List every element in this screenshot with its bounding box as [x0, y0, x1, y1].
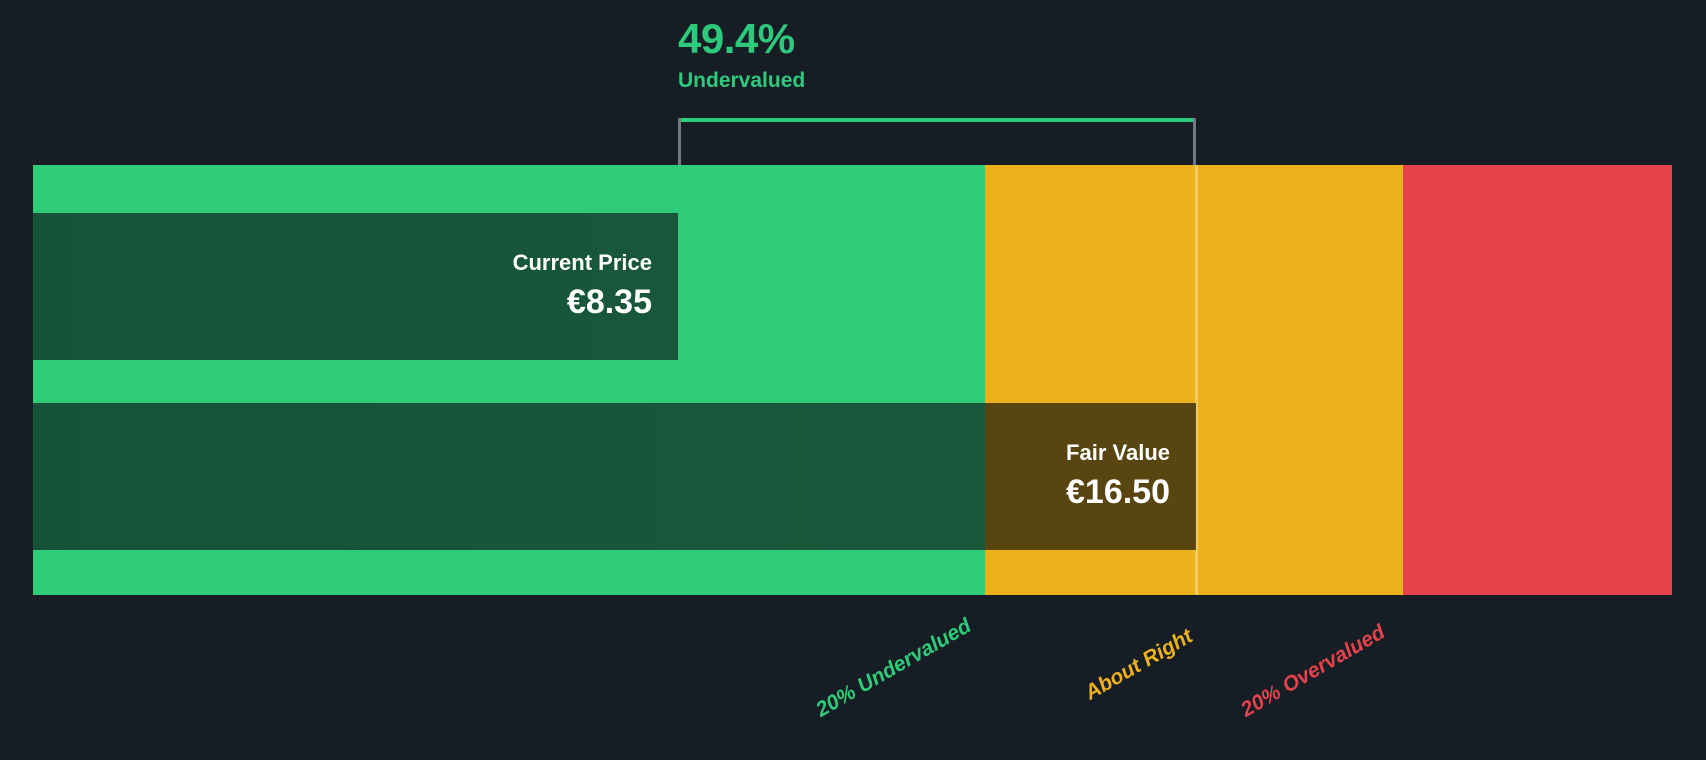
- current-price-bar[interactable]: Current Price €8.35: [33, 213, 678, 360]
- fair-value-label: Fair Value: [1066, 439, 1170, 465]
- fair-value-bar-yellow-segment: [985, 403, 1196, 550]
- current-price-amount: €8.35: [566, 283, 652, 322]
- about-right-divider: [1195, 165, 1198, 595]
- fair-value-bar[interactable]: Fair Value €16.50: [33, 403, 1196, 550]
- zone-overvalued: [1403, 165, 1672, 595]
- axis-label-20-overvalued: 20% Overvalued: [1237, 620, 1390, 722]
- discount-bracket-stem-right: [1193, 118, 1196, 166]
- fair-value-amount: €16.50: [1066, 473, 1170, 512]
- discount-bracket-stem-left: [678, 118, 681, 166]
- axis-label-about-right: About Right: [1081, 624, 1197, 705]
- current-price-label: Current Price: [512, 249, 652, 275]
- discount-percent: 49.4%: [678, 15, 795, 62]
- valuation-verdict: Undervalued: [678, 69, 806, 92]
- axis-label-20-undervalued: 20% Undervalued: [812, 614, 976, 722]
- fair-value-bar-text: Fair Value €16.50: [33, 403, 1196, 550]
- discount-bracket-top: [678, 118, 1196, 122]
- headline-block: 49.4% Undervalued: [678, 15, 806, 92]
- fair-value-bar-green-segment: [33, 403, 985, 550]
